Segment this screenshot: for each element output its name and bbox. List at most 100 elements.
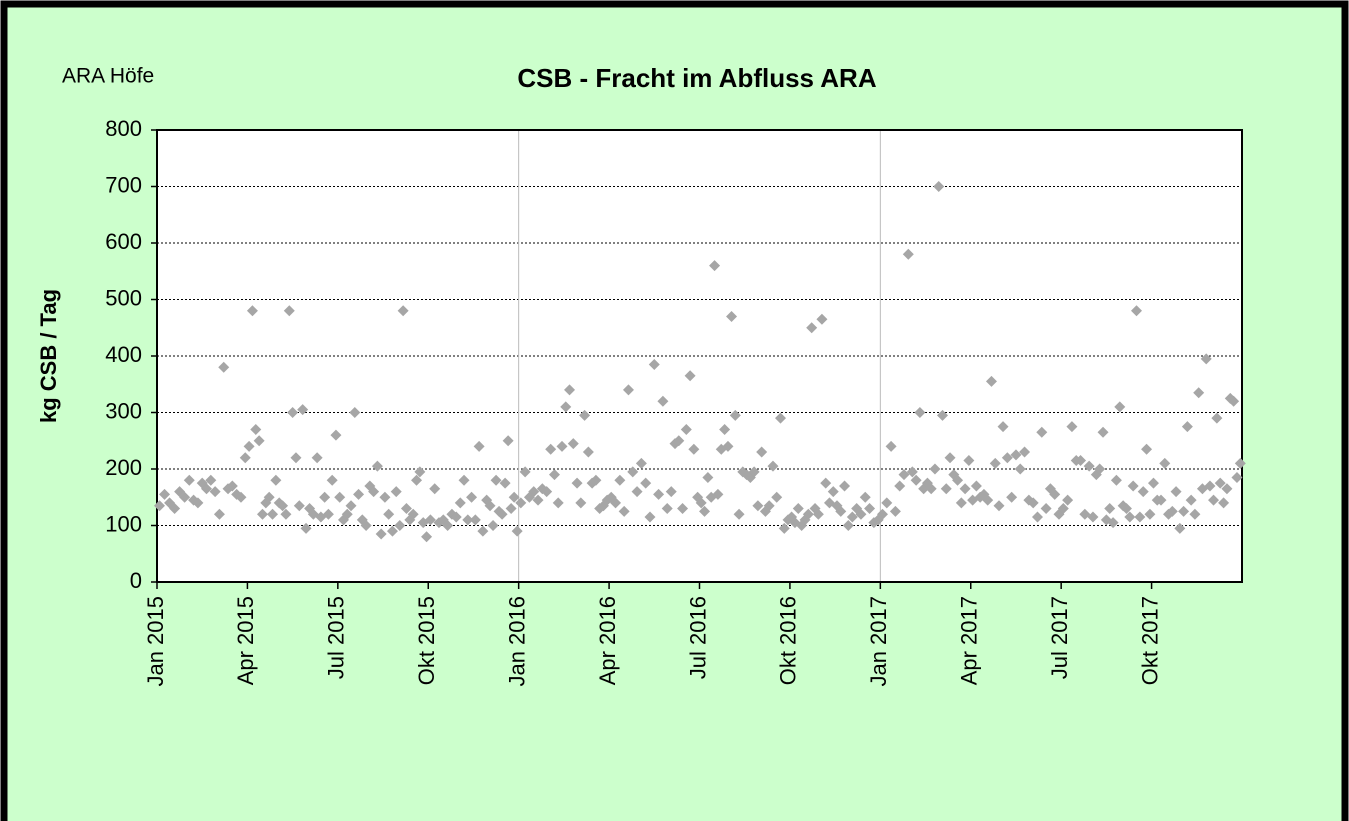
data-point [218,361,230,373]
data-point [618,505,630,517]
data-point [246,305,258,317]
data-point [1174,522,1186,534]
data-point [1170,486,1182,498]
data-point [1097,426,1109,438]
data-point [1155,494,1167,506]
data-point [839,480,851,492]
data-point [579,409,591,421]
x-tick-label: Jan 2015 [143,596,168,687]
x-tick-label: Apr 2017 [957,596,982,685]
data-point [970,480,982,492]
data-point [487,520,499,531]
data-point [243,440,255,452]
data-point [767,460,779,472]
data-point [722,440,734,452]
data-point [1147,477,1159,489]
data-point [256,508,268,520]
data-point [421,531,433,543]
data-point [1214,477,1226,489]
data-point [159,488,171,500]
data-point [1200,353,1212,365]
data-point [1159,457,1171,469]
data-point [319,491,331,503]
data-point [665,486,677,498]
data-point [326,474,338,486]
data-point [1062,494,1074,506]
y-axis-label: kg CSB / Tag [36,289,61,423]
data-point [454,497,466,509]
data-point [1027,497,1039,509]
data-point [541,486,553,498]
data-point [1083,460,1095,472]
data-point [771,491,783,503]
data-point [1193,387,1205,399]
data-point [201,483,213,495]
data-point [997,421,1009,433]
x-tick-label: Jul 2017 [1047,596,1072,679]
data-point [955,497,967,509]
data-point [1178,505,1190,517]
data-point [548,469,560,481]
data-point [383,508,395,520]
data-point [322,508,334,520]
data-point [963,455,975,467]
data-point [571,477,583,489]
y-tick-label: 400 [105,342,142,367]
data-point [778,522,790,534]
data-point [235,491,247,503]
data-point [1006,491,1018,503]
x-tick-label: Jul 2016 [685,596,710,679]
data-point [802,508,814,520]
data-point [466,491,478,503]
x-tick-label: Jul 2015 [324,596,349,679]
data-point [614,474,626,486]
x-tick-label: Okt 2015 [414,596,439,685]
data-point [473,440,485,452]
data-point [1204,480,1216,492]
data-point [205,474,217,486]
data-point [528,486,540,498]
y-tick-label: 200 [105,455,142,480]
data-point [368,486,380,498]
data-point [564,384,576,396]
data-point [640,477,652,489]
data-point [341,508,353,520]
data-point [1075,455,1087,467]
data-point [183,474,195,486]
data-point [1104,503,1116,515]
data-point [1221,483,1233,495]
data-point [192,497,204,509]
data-point [1231,471,1243,483]
data-point [644,511,656,523]
data-point [280,508,292,520]
data-point [442,520,454,531]
data-point [898,469,910,481]
data-point [508,491,520,503]
data-point [1019,446,1031,458]
data-point [622,384,634,396]
data-point [394,520,406,531]
data-point [982,494,994,506]
data-point [1010,449,1022,461]
data-point [952,474,964,486]
x-tick-label: Okt 2017 [1137,596,1162,685]
x-tick-label: Jan 2017 [866,596,891,687]
data-point [756,446,768,458]
data-point [1127,480,1139,492]
data-point [462,514,474,526]
data-point [902,248,914,260]
data-point [411,474,423,486]
data-point [726,310,738,322]
data-point [226,480,238,492]
data-point [169,503,181,515]
data-point [1208,494,1220,506]
data-point [864,503,876,515]
data-point [876,508,888,520]
data-point [661,503,673,515]
y-tick-label: 0 [130,568,142,593]
data-point [842,520,854,531]
data-point [1137,486,1149,498]
data-point [1031,511,1043,523]
